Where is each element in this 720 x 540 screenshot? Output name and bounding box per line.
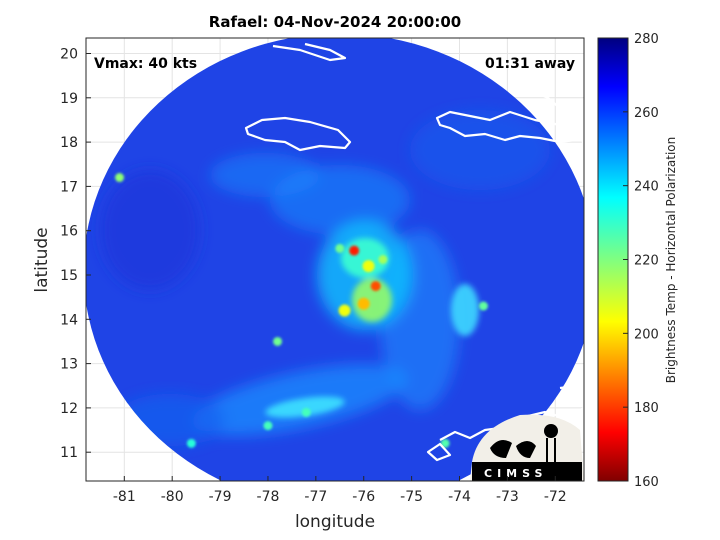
colorbar-tick-label: 260 xyxy=(634,106,659,121)
x-axis: -81 -80 -79 -78 -77 -76 -75 -74 -73 -72 xyxy=(113,476,567,505)
x-tick-label: -74 xyxy=(448,489,471,505)
plot-frame xyxy=(85,37,585,482)
colorbar-tick-label: 280 xyxy=(634,32,659,47)
y-tick-label: 12 xyxy=(60,401,78,417)
x-tick-label: -78 xyxy=(257,489,280,505)
brightness-feature xyxy=(273,336,283,346)
x-tick-label: -77 xyxy=(304,489,327,505)
y-tick-label: 17 xyxy=(60,179,78,195)
x-tick-label: -76 xyxy=(352,489,375,505)
x-tick-label: -72 xyxy=(544,489,567,505)
time-away-annotation: 01:31 away xyxy=(485,56,575,72)
y-tick-label: 11 xyxy=(60,445,78,461)
brightness-feature xyxy=(478,301,488,311)
y-tick-label: 20 xyxy=(60,47,78,63)
colorbar-tick-label: 200 xyxy=(634,327,659,342)
colorbar-tick-label: 220 xyxy=(634,254,659,269)
brightness-feature xyxy=(338,304,351,317)
colorbar-tick-label: 160 xyxy=(634,475,659,490)
brightness-feature xyxy=(357,297,370,310)
y-tick-label: 14 xyxy=(60,312,78,328)
brightness-feature xyxy=(115,173,125,183)
vmax-annotation: Vmax: 40 kts xyxy=(94,56,197,72)
colorbar-ticks: 160 180 200 220 240 260 280 xyxy=(623,32,659,490)
y-axis-label: latitude xyxy=(32,227,52,292)
brightness-feature xyxy=(370,281,381,292)
y-axis: 11 12 13 14 15 16 17 18 19 20 xyxy=(60,47,91,461)
cimss-logo: CIMSS xyxy=(470,414,584,481)
chart-title: Rafael: 04-Nov-2024 20:00:00 xyxy=(209,13,461,31)
y-tick-label: 15 xyxy=(60,268,78,284)
x-tick-label: -75 xyxy=(400,489,423,505)
brightness-feature xyxy=(378,255,388,264)
brightness-feature xyxy=(263,421,273,431)
colorbar-tick-label: 180 xyxy=(634,401,659,416)
y-tick-label: 18 xyxy=(60,135,78,151)
y-tick-label: 16 xyxy=(60,224,78,240)
y-tick-label: 19 xyxy=(60,91,78,107)
x-axis-label: longitude xyxy=(295,512,375,532)
microwave-swath xyxy=(86,38,584,481)
x-tick-label: -79 xyxy=(209,489,232,505)
x-tick-label: -81 xyxy=(113,489,136,505)
y-tick-label: 13 xyxy=(60,357,78,373)
colorbar-label: Brightness Temp - Horizontal Polarizatio… xyxy=(664,137,678,384)
brightness-feature xyxy=(362,260,375,273)
x-tick-label: -80 xyxy=(161,489,184,505)
brightness-feature xyxy=(335,243,345,253)
x-tick-label: -73 xyxy=(496,489,519,505)
colorbar-tick-label: 240 xyxy=(634,180,659,195)
brightness-feature xyxy=(349,245,360,256)
brightness-feature xyxy=(186,438,196,448)
logo-text: CIMSS xyxy=(484,467,547,480)
brightness-feature xyxy=(301,407,311,417)
